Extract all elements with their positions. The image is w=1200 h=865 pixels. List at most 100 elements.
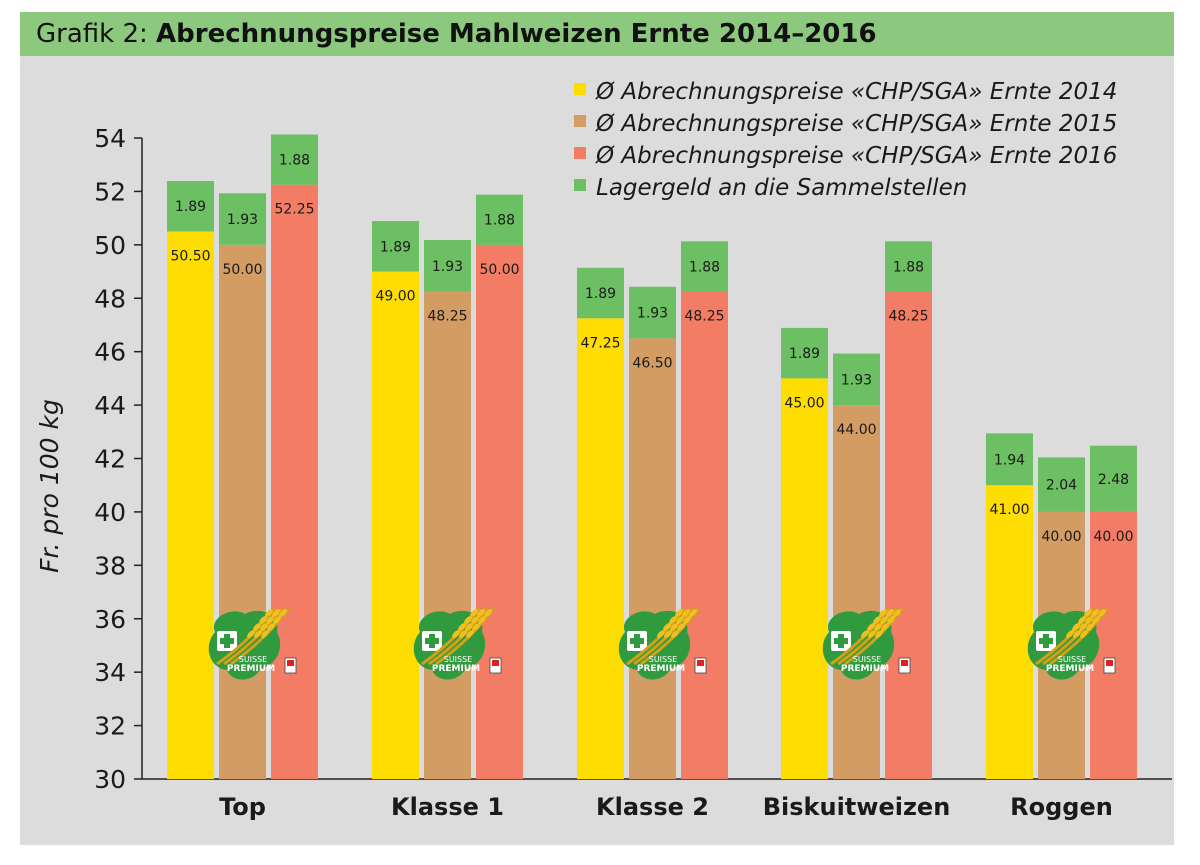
- logo-wheat-grain: [279, 609, 287, 617]
- lager-bar: [986, 433, 1033, 486]
- category-label: Roggen: [1010, 793, 1113, 821]
- logo-wheat-grain: [1066, 630, 1074, 638]
- legend-swatch: [574, 179, 586, 191]
- logo-wheat-grain: [477, 609, 485, 617]
- lager-value-label: 1.89: [175, 199, 206, 215]
- logo-wheat-grain: [875, 630, 883, 638]
- logo-cross-h: [834, 638, 848, 644]
- lager-bar: [629, 286, 676, 339]
- lager-value-label: 1.88: [279, 153, 310, 169]
- logo-wheat-grain: [677, 623, 685, 631]
- logo-text-suisse: SUISSE: [444, 655, 473, 664]
- lager-value-label: 2.04: [1046, 478, 1077, 494]
- price-value-label: 48.25: [684, 309, 724, 325]
- price-value-label: 40.00: [1041, 529, 1081, 545]
- price-value-label: 44.00: [836, 422, 876, 438]
- lager-bar: [372, 221, 419, 272]
- logo-wheat-grain: [247, 630, 255, 638]
- price-value-label: 50.00: [222, 262, 262, 278]
- logo-wheat-grain: [254, 630, 262, 638]
- legend-label: Lagergeld an die Sammelstellen: [596, 175, 967, 201]
- lager-value-label: 1.89: [585, 286, 616, 302]
- legend-swatch: [574, 83, 586, 95]
- logo-wheat-grain: [887, 616, 895, 624]
- logo-wheat-grain: [472, 623, 480, 631]
- logo-wheat-grain: [260, 623, 268, 631]
- lager-value-label: 1.93: [841, 372, 872, 388]
- price-bar: [271, 184, 318, 780]
- logo-text-premium: PREMIUM: [637, 664, 685, 674]
- logo-badge-mark: [1106, 660, 1113, 666]
- y-tick-label: 30: [94, 765, 126, 794]
- logo-wheat-grain: [272, 609, 280, 617]
- legend-label: Ø Abrechnungspreise «CHP/SGA» Ernte 2014: [595, 79, 1117, 105]
- logo-wheat-grain: [478, 616, 486, 624]
- y-tick-label: 32: [94, 712, 126, 741]
- logo-wheat-grain: [683, 616, 691, 624]
- logo-wheat-grain: [861, 630, 869, 638]
- lager-value-label: 1.88: [893, 259, 924, 275]
- title-bar: [20, 12, 1174, 56]
- lager-value-label: 1.89: [789, 346, 820, 362]
- logo-wheat-grain: [484, 609, 492, 617]
- y-tick-label: 46: [94, 338, 126, 367]
- logo-wheat-grain: [886, 609, 894, 617]
- price-value-label: 50.00: [479, 262, 519, 278]
- lager-bar: [1090, 445, 1137, 512]
- logo-wheat-grain: [266, 616, 274, 624]
- lager-value-label: 1.94: [994, 452, 1025, 468]
- lager-value-label: 1.93: [637, 306, 668, 322]
- y-tick-label: 34: [94, 658, 126, 687]
- title-prefix: Grafik 2:: [36, 19, 148, 49]
- y-tick-label: 38: [94, 551, 126, 580]
- logo-wheat-grain: [452, 630, 460, 638]
- price-bar: [219, 244, 266, 780]
- logo-wheat-grain: [657, 630, 665, 638]
- chart-title: Grafik 2: Abrechnungspreise Mahlweizen E…: [36, 14, 877, 54]
- logo-wheat-grain: [261, 630, 269, 638]
- logo-wheat-grain: [1086, 623, 1094, 631]
- logo-wheat-grain: [689, 609, 697, 617]
- logo-wheat-grain: [1091, 609, 1099, 617]
- logo-wheat-grain: [1079, 623, 1087, 631]
- price-value-label: 46.50: [632, 355, 672, 371]
- y-tick-label: 44: [94, 391, 126, 420]
- legend-swatch: [574, 147, 586, 159]
- lager-bar: [781, 327, 828, 379]
- logo-wheat-grain: [459, 630, 467, 638]
- category-label: Klasse 2: [596, 793, 709, 821]
- logo-badge-mark: [901, 660, 908, 666]
- logo-badge-mark: [492, 660, 499, 666]
- category-label: Top: [219, 793, 266, 821]
- logo-wheat-grain: [1080, 630, 1088, 638]
- logo-wheat-grain: [1098, 609, 1106, 617]
- category-label: Klasse 1: [391, 793, 504, 821]
- logo-wheat-grain: [464, 616, 472, 624]
- logo-wheat-grain: [1085, 616, 1093, 624]
- lager-bar: [1038, 457, 1085, 512]
- price-bar: [885, 291, 932, 779]
- logo-wheat-grain: [676, 616, 684, 624]
- y-tick-label: 54: [94, 124, 126, 153]
- y-axis-label: Fr. pro 100 kg: [35, 399, 64, 573]
- logo-wheat-grain: [1072, 623, 1080, 631]
- logo-wheat-grain: [682, 609, 690, 617]
- y-tick-label: 50: [94, 231, 126, 260]
- lager-bar: [577, 267, 624, 319]
- logo-cross-h: [220, 638, 234, 644]
- logo-cross-h: [425, 638, 439, 644]
- y-tick-label: 42: [94, 445, 126, 474]
- y-tick-label: 40: [94, 498, 126, 527]
- logo-text-suisse: SUISSE: [649, 655, 678, 664]
- category-label: Biskuitweizen: [763, 793, 951, 821]
- logo-cross-h: [1039, 638, 1053, 644]
- logo-text-premium: PREMIUM: [1046, 664, 1094, 674]
- logo-text-premium: PREMIUM: [841, 664, 889, 674]
- legend-swatch: [574, 115, 586, 127]
- lager-value-label: 1.88: [484, 213, 515, 229]
- logo-text-suisse: SUISSE: [1058, 655, 1087, 664]
